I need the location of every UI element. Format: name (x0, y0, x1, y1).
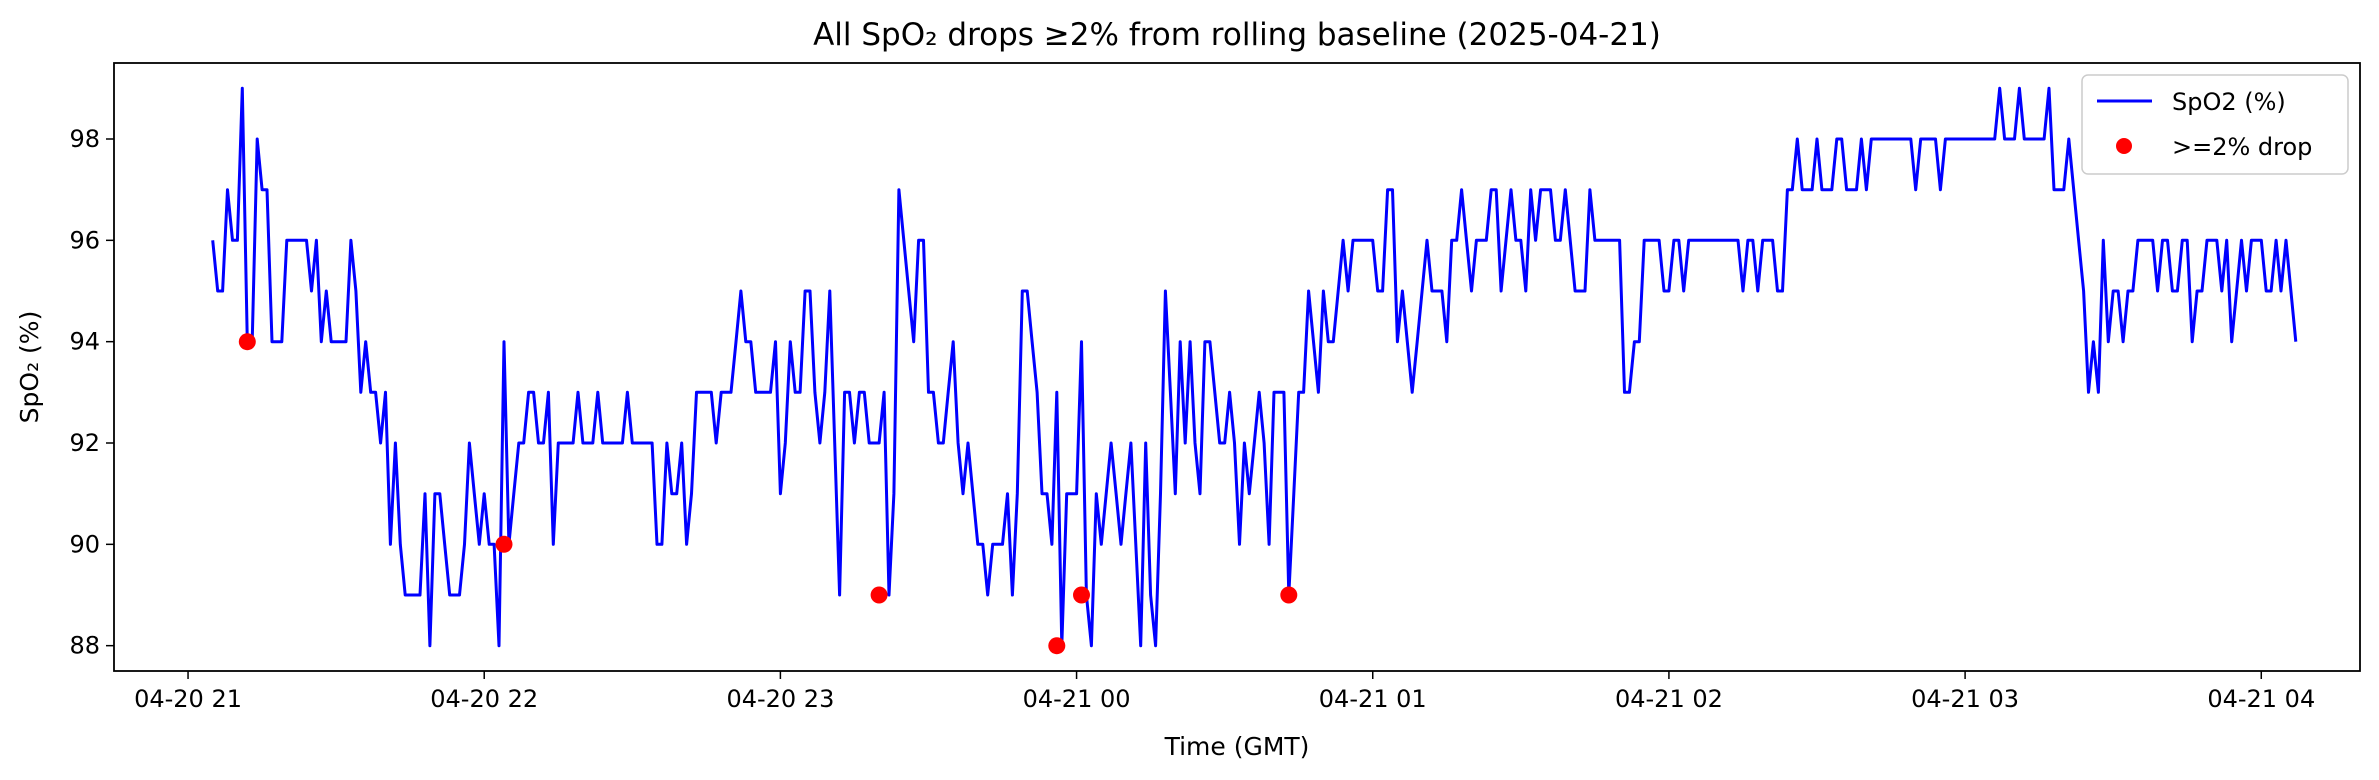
x-tick-label: 04-20 21 (134, 685, 242, 713)
drop-point (870, 586, 888, 604)
y-axis: 88 90 92 94 96 98 (69, 125, 114, 660)
x-tick-label: 04-21 00 (1023, 685, 1131, 713)
x-tick-label: 04-21 01 (1319, 685, 1427, 713)
series-line-spo2 (211, 86, 2298, 648)
plot-area (211, 86, 2298, 655)
chart-title: All SpO₂ drops ≥2% from rolling baseline… (813, 17, 1661, 53)
x-tick-label: 04-21 02 (1615, 685, 1723, 713)
x-tick-label: 04-21 03 (1911, 685, 2019, 713)
drop-point (1073, 586, 1090, 604)
drop-point (238, 333, 256, 351)
plot-frame (113, 62, 2361, 672)
x-tick-label: 04-20 23 (726, 685, 834, 713)
y-tick-label: 96 (69, 226, 100, 254)
y-tick-label: 90 (69, 530, 100, 558)
legend-entry-spo2: SpO2 (%) (2172, 88, 2286, 116)
x-axis-label: Time (GMT) (1164, 732, 1310, 761)
drop-point (1048, 637, 1066, 655)
legend-dot-swatch (2116, 138, 2132, 154)
y-tick-label: 88 (69, 632, 100, 660)
x-tick-label: 04-21 04 (2207, 685, 2315, 713)
drop-point (1280, 586, 1298, 604)
y-axis-label: SpO₂ (%) (15, 311, 44, 424)
y-tick-label: 94 (69, 328, 100, 356)
drop-point (495, 535, 513, 553)
y-tick-label: 92 (69, 429, 100, 457)
x-axis: 04-20 21 04-20 22 04-20 23 04-21 00 04-21 01… (134, 671, 2315, 713)
legend: SpO2 (%) >=2% drop (2081, 74, 2349, 175)
legend-entry-drop: >=2% drop (2172, 133, 2312, 161)
y-tick-label: 98 (69, 125, 100, 153)
x-tick-label: 04-20 22 (430, 685, 538, 713)
